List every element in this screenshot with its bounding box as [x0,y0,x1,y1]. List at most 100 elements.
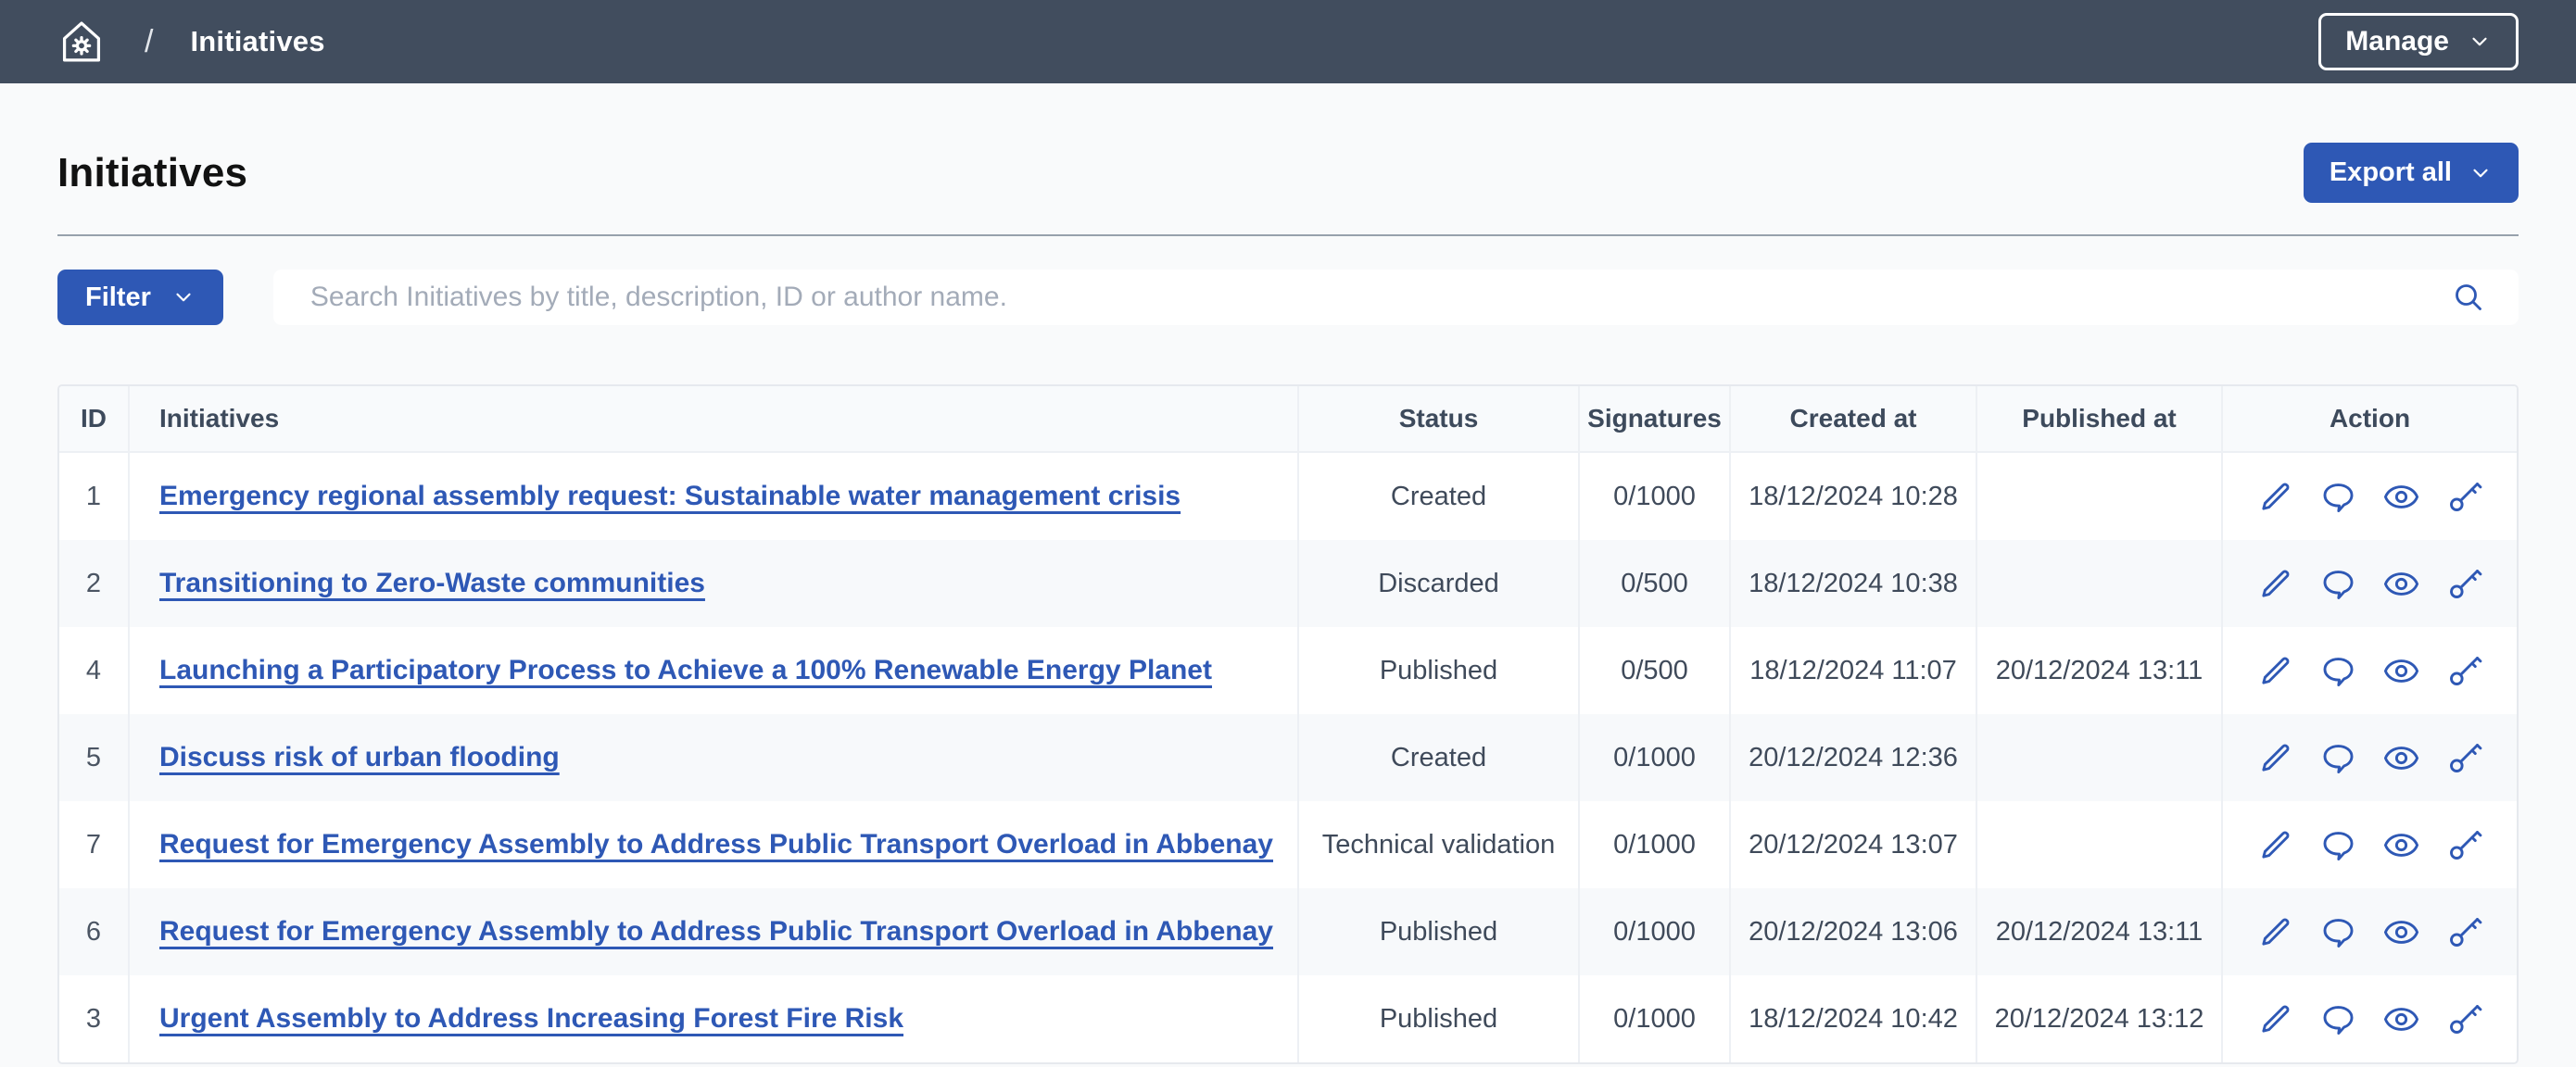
initiative-status: Created [1299,714,1580,801]
initiative-actions [2223,540,2517,627]
permissions-key-icon[interactable] [2445,565,2483,603]
edit-pencil-icon[interactable] [2256,478,2294,516]
answer-bubble-icon[interactable] [2319,565,2357,603]
manage-button-label: Manage [2345,26,2449,56]
page-header: Initiatives Export all [57,83,2519,203]
initiative-published-at [1977,540,2223,627]
initiative-id: 1 [59,453,130,540]
edit-pencil-icon[interactable] [2256,826,2294,864]
search-input[interactable] [272,270,2519,325]
table-header-row: ID Initiatives Status Signatures Created… [59,386,2517,453]
initiative-title-link[interactable]: Discuss risk of urban flooding [159,742,560,772]
edit-pencil-icon[interactable] [2256,565,2294,603]
table-row: 6 Request for Emergency Assembly to Addr… [59,888,2517,975]
initiative-status: Technical validation [1299,801,1580,888]
topbar: / Initiatives Manage [0,0,2576,83]
initiative-created-at: 20/12/2024 13:07 [1731,801,1977,888]
answer-bubble-icon[interactable] [2319,1000,2357,1038]
answer-bubble-icon[interactable] [2319,652,2357,690]
initiative-signatures: 0/1000 [1580,801,1731,888]
initiative-actions [2223,714,2517,801]
export-all-label: Export all [2329,157,2452,187]
breadcrumb-separator: / [145,23,154,59]
preview-eye-icon[interactable] [2382,739,2420,777]
initiative-id: 2 [59,540,130,627]
table-row: 3 Urgent Assembly to Address Increasing … [59,975,2517,1062]
edit-pencil-icon[interactable] [2256,1000,2294,1038]
answer-bubble-icon[interactable] [2319,826,2357,864]
filter-button-label: Filter [85,282,151,312]
preview-eye-icon[interactable] [2382,652,2420,690]
search-icon[interactable] [2450,279,2487,316]
initiative-id: 5 [59,714,130,801]
edit-pencil-icon[interactable] [2256,913,2294,951]
column-header-created-at: Created at [1731,386,1977,451]
initiative-signatures: 0/500 [1580,627,1731,714]
column-header-initiatives: Initiatives [130,386,1299,451]
initiative-signatures: 0/1000 [1580,975,1731,1062]
edit-pencil-icon[interactable] [2256,739,2294,777]
initiative-title-link[interactable]: Urgent Assembly to Address Increasing Fo… [159,1003,904,1034]
filter-button[interactable]: Filter [57,270,223,325]
initiative-title-link[interactable]: Emergency regional assembly request: Sus… [159,481,1181,511]
preview-eye-icon[interactable] [2382,826,2420,864]
edit-pencil-icon[interactable] [2256,652,2294,690]
initiative-actions [2223,801,2517,888]
manage-button[interactable]: Manage [2318,13,2519,70]
table-row: 1 Emergency regional assembly request: S… [59,453,2517,540]
breadcrumb-current[interactable]: Initiatives [190,25,325,57]
initiative-created-at: 18/12/2024 10:38 [1731,540,1977,627]
initiative-actions [2223,627,2517,714]
answer-bubble-icon[interactable] [2319,739,2357,777]
initiative-signatures: 0/1000 [1580,453,1731,540]
initiative-actions [2223,975,2517,1062]
permissions-key-icon[interactable] [2445,913,2483,951]
answer-bubble-icon[interactable] [2319,913,2357,951]
initiative-title-link[interactable]: Request for Emergency Assembly to Addres… [159,829,1273,860]
initiative-title-link[interactable]: Transitioning to Zero-Waste communities [159,568,705,598]
initiative-signatures: 0/1000 [1580,888,1731,975]
initiative-status: Published [1299,975,1580,1062]
home-gear-icon[interactable] [57,18,106,66]
permissions-key-icon[interactable] [2445,826,2483,864]
main-content: Initiatives Export all Filter ID Initiat… [0,83,2576,1064]
initiative-status: Discarded [1299,540,1580,627]
filter-search-row: Filter [57,270,2519,325]
preview-eye-icon[interactable] [2382,913,2420,951]
table-row: 4 Launching a Participatory Process to A… [59,627,2517,714]
initiative-actions [2223,453,2517,540]
export-all-button[interactable]: Export all [2303,143,2519,203]
column-header-action: Action [2329,404,2411,433]
initiative-status: Created [1299,453,1580,540]
permissions-key-icon[interactable] [2445,652,2483,690]
table-row: 5 Discuss risk of urban flooding Created… [59,714,2517,801]
initiative-created-at: 18/12/2024 11:07 [1731,627,1977,714]
preview-eye-icon[interactable] [2382,565,2420,603]
permissions-key-icon[interactable] [2445,1000,2483,1038]
initiative-title-link[interactable]: Launching a Participatory Process to Ach… [159,655,1212,685]
chevron-down-icon [2473,169,2488,177]
initiative-id: 3 [59,975,130,1062]
initiative-created-at: 20/12/2024 13:06 [1731,888,1977,975]
chevron-down-icon [176,293,191,302]
preview-eye-icon[interactable] [2382,478,2420,516]
search-bar [272,270,2519,325]
permissions-key-icon[interactable] [2445,739,2483,777]
chevron-down-icon [2472,37,2487,46]
initiatives-table: ID Initiatives Status Signatures Created… [57,384,2519,1064]
column-header-signatures: Signatures [1580,386,1731,451]
initiative-id: 7 [59,801,130,888]
initiative-id: 6 [59,888,130,975]
permissions-key-icon[interactable] [2445,478,2483,516]
initiative-published-at: 20/12/2024 13:11 [1977,888,2223,975]
table-row: 2 Transitioning to Zero-Waste communitie… [59,540,2517,627]
initiative-created-at: 18/12/2024 10:28 [1731,453,1977,540]
table-row: 7 Request for Emergency Assembly to Addr… [59,801,2517,888]
initiative-published-at [1977,453,2223,540]
preview-eye-icon[interactable] [2382,1000,2420,1038]
initiative-title-link[interactable]: Request for Emergency Assembly to Addres… [159,916,1273,947]
answer-bubble-icon[interactable] [2319,478,2357,516]
initiative-actions [2223,888,2517,975]
initiative-status: Published [1299,627,1580,714]
initiative-created-at: 20/12/2024 12:36 [1731,714,1977,801]
